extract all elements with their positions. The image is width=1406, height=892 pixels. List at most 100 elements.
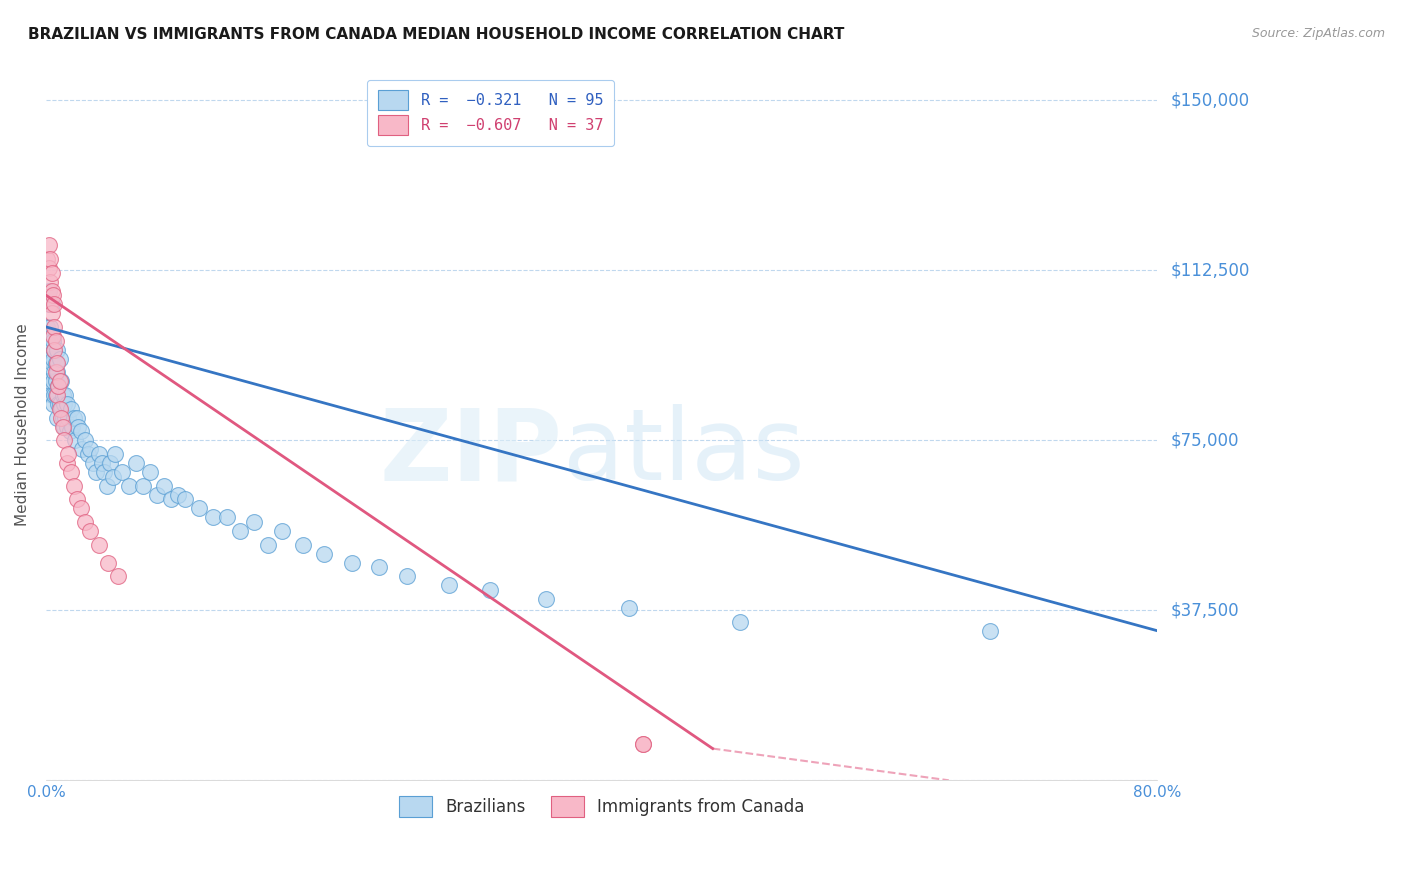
Point bbox=[44, 365, 66, 379]
Point bbox=[90, 456, 112, 470]
Point bbox=[52, 410, 75, 425]
Point bbox=[45, 356, 67, 370]
Point bbox=[243, 515, 266, 529]
Point bbox=[52, 419, 75, 434]
Point bbox=[84, 465, 107, 479]
Point bbox=[101, 469, 124, 483]
Point bbox=[73, 434, 96, 448]
Point bbox=[45, 375, 67, 389]
Point bbox=[229, 524, 252, 538]
Point bbox=[38, 343, 60, 357]
Point bbox=[139, 465, 162, 479]
Point bbox=[160, 492, 183, 507]
Point bbox=[534, 591, 557, 606]
Point bbox=[62, 478, 84, 492]
Point bbox=[42, 397, 65, 411]
Point bbox=[49, 397, 72, 411]
Point bbox=[58, 410, 80, 425]
Point bbox=[97, 556, 120, 570]
Point bbox=[368, 560, 391, 574]
Point bbox=[65, 410, 87, 425]
Point bbox=[41, 306, 63, 320]
Point bbox=[39, 252, 62, 266]
Point bbox=[42, 351, 65, 366]
Text: BRAZILIAN VS IMMIGRANTS FROM CANADA MEDIAN HOUSEHOLD INCOME CORRELATION CHART: BRAZILIAN VS IMMIGRANTS FROM CANADA MEDI… bbox=[28, 27, 845, 42]
Point bbox=[201, 510, 224, 524]
Text: $37,500: $37,500 bbox=[1171, 601, 1240, 619]
Point bbox=[82, 456, 104, 470]
Point bbox=[257, 537, 280, 551]
Point bbox=[437, 578, 460, 592]
Point bbox=[48, 379, 70, 393]
Point bbox=[730, 615, 752, 629]
Point bbox=[41, 297, 63, 311]
Point bbox=[79, 524, 101, 538]
Point bbox=[79, 442, 101, 457]
Point bbox=[63, 434, 86, 448]
Point bbox=[631, 737, 654, 751]
Point bbox=[39, 334, 62, 348]
Point bbox=[62, 410, 84, 425]
Point bbox=[146, 488, 169, 502]
Point bbox=[46, 365, 69, 379]
Point bbox=[39, 320, 62, 334]
Point bbox=[118, 478, 141, 492]
Point bbox=[87, 537, 110, 551]
Point bbox=[631, 737, 654, 751]
Point bbox=[55, 388, 77, 402]
Point bbox=[42, 329, 65, 343]
Text: ZIP: ZIP bbox=[380, 404, 562, 501]
Point bbox=[41, 266, 63, 280]
Point bbox=[37, 375, 59, 389]
Point bbox=[979, 624, 1001, 638]
Point bbox=[187, 501, 209, 516]
Point bbox=[215, 510, 238, 524]
Point bbox=[52, 388, 75, 402]
Point bbox=[46, 388, 69, 402]
Point bbox=[49, 351, 72, 366]
Point bbox=[479, 582, 502, 597]
Point bbox=[44, 343, 66, 357]
Point bbox=[37, 252, 59, 266]
Point bbox=[37, 320, 59, 334]
Text: $112,500: $112,500 bbox=[1171, 261, 1250, 279]
Point bbox=[93, 465, 115, 479]
Point bbox=[38, 260, 60, 275]
Point bbox=[49, 375, 72, 389]
Point bbox=[104, 447, 127, 461]
Point bbox=[55, 410, 77, 425]
Point bbox=[73, 515, 96, 529]
Point bbox=[48, 379, 70, 393]
Point bbox=[41, 388, 63, 402]
Point bbox=[59, 401, 82, 416]
Point bbox=[125, 456, 148, 470]
Point bbox=[49, 401, 72, 416]
Text: Source: ZipAtlas.com: Source: ZipAtlas.com bbox=[1251, 27, 1385, 40]
Point bbox=[38, 297, 60, 311]
Point bbox=[46, 356, 69, 370]
Point bbox=[42, 334, 65, 348]
Point bbox=[56, 397, 79, 411]
Point bbox=[66, 419, 89, 434]
Y-axis label: Median Household Income: Median Household Income bbox=[15, 323, 30, 525]
Point bbox=[37, 334, 59, 348]
Point bbox=[173, 492, 195, 507]
Point bbox=[45, 388, 67, 402]
Point bbox=[48, 397, 70, 411]
Point bbox=[49, 375, 72, 389]
Point bbox=[37, 351, 59, 366]
Point bbox=[39, 275, 62, 289]
Point bbox=[38, 284, 60, 298]
Point bbox=[107, 569, 129, 583]
Point bbox=[38, 343, 60, 357]
Point bbox=[69, 501, 91, 516]
Point bbox=[39, 351, 62, 366]
Point bbox=[45, 365, 67, 379]
Point bbox=[39, 297, 62, 311]
Point bbox=[271, 524, 294, 538]
Point bbox=[132, 478, 155, 492]
Point bbox=[65, 492, 87, 507]
Point bbox=[38, 238, 60, 252]
Point bbox=[38, 379, 60, 393]
Point bbox=[58, 424, 80, 438]
